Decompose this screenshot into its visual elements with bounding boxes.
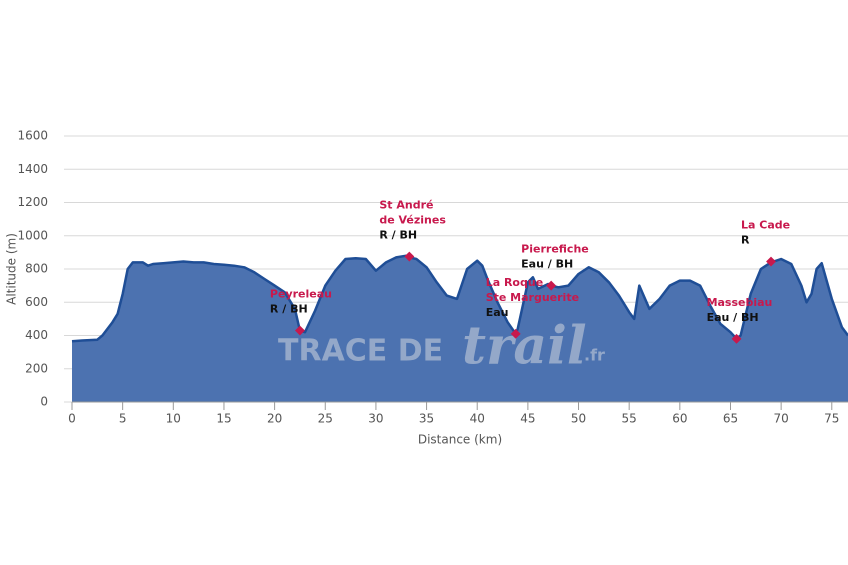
- waypoint-marker: [510, 328, 521, 339]
- x-tick-label: 70: [773, 412, 788, 426]
- waypoint-info: Eau / BH: [707, 311, 759, 324]
- waypoint-marker: [766, 256, 776, 267]
- y-tick-label: 1000: [17, 228, 48, 242]
- x-tick-label: 10: [166, 412, 181, 426]
- watermark-script: trail: [462, 316, 587, 377]
- elevation-line: [71, 254, 848, 343]
- x-tick-label: 75: [824, 412, 839, 426]
- waypoint-info: R / BH: [270, 303, 308, 316]
- watermark-suffix: .fr: [584, 346, 605, 365]
- waypoint-info: Eau: [486, 306, 509, 319]
- y-tick-label: 1200: [17, 195, 48, 209]
- x-tick-label: 15: [216, 412, 231, 426]
- waypoint-name: La Cade: [741, 219, 790, 232]
- waypoint-name: Pierrefiche: [521, 243, 589, 256]
- waypoint-info: R: [741, 234, 750, 247]
- x-tick-label: 20: [267, 412, 282, 426]
- x-tick-label: 0: [68, 412, 76, 426]
- x-tick-label: 65: [723, 412, 738, 426]
- waypoint-info: R / BH: [379, 229, 417, 242]
- waypoint-name: Peyreleau: [270, 288, 332, 301]
- waypoint-name: St André: [379, 199, 433, 212]
- x-axis-title: Distance (km): [418, 433, 502, 447]
- waypoint-marker: [546, 280, 557, 291]
- y-tick-label: 600: [25, 295, 48, 309]
- x-tick-label: 45: [520, 412, 535, 426]
- x-tick-label: 40: [470, 412, 485, 426]
- x-tick-label: 35: [419, 412, 434, 426]
- waypoint-name: de Vézines: [379, 214, 446, 227]
- waypoint-marker: [294, 325, 305, 336]
- elevation-area: [72, 255, 848, 402]
- x-tick-label: 5: [119, 412, 127, 426]
- watermark-main: TRACE DE: [278, 334, 443, 369]
- y-tick-label: 200: [25, 361, 48, 375]
- waypoint-info: Eau / BH: [521, 258, 573, 271]
- waypoint-marker: [731, 333, 742, 344]
- x-tick-label: 50: [571, 412, 586, 426]
- x-tick-label: 60: [672, 412, 687, 426]
- x-tick-label: 25: [318, 412, 333, 426]
- y-tick-label: 1400: [17, 162, 48, 176]
- y-tick-label: 0: [40, 395, 48, 409]
- y-tick-label: 1600: [17, 129, 48, 143]
- watermark: TRACE DE trail.fr: [278, 316, 605, 377]
- waypoint-marker: [404, 251, 415, 262]
- waypoint-name: Massebiau: [707, 296, 773, 309]
- x-tick-label: 55: [622, 412, 637, 426]
- y-axis-title: Altitude (m): [5, 233, 19, 305]
- waypoint-name: La Roque: [486, 276, 543, 289]
- y-tick-label: 800: [25, 262, 48, 276]
- y-tick-label: 400: [25, 328, 48, 342]
- waypoint-name: Ste Marguerite: [486, 291, 579, 304]
- x-tick-label: 30: [368, 412, 383, 426]
